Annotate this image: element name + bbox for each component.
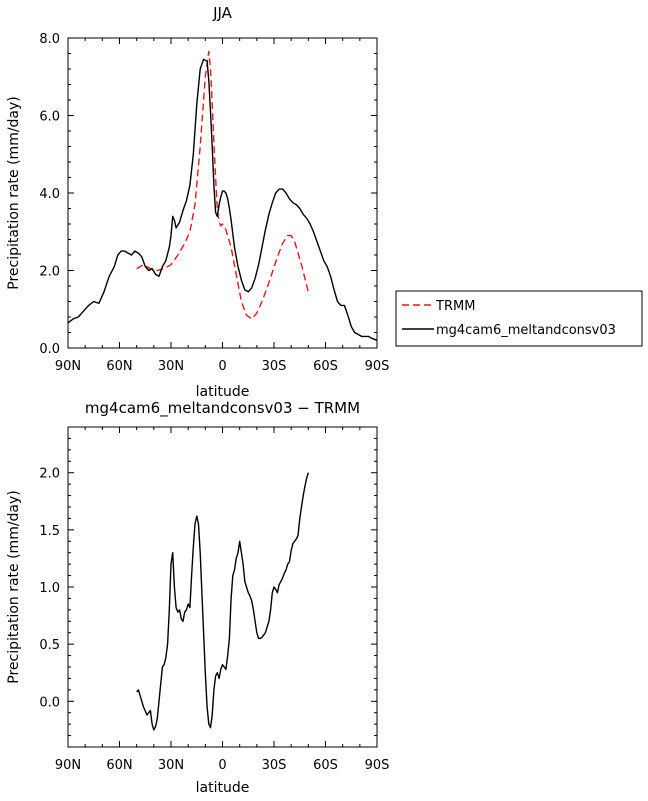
bottom-y-tick-label: 2.0 [39, 467, 60, 482]
bottom-chart-title: mg4cam6_meltandconsv03 − TRMM [85, 399, 360, 418]
legend-label: TRMM [435, 299, 475, 314]
top-x-tick-label: 30S [262, 359, 287, 374]
top-series-line-trmm [136, 50, 309, 320]
top-x-tick-label: 60S [313, 359, 338, 374]
top-x-axis-label: latitude [196, 384, 250, 400]
bottom-series-line-difference [136, 472, 309, 731]
top-x-tick-label: 90N [55, 359, 81, 374]
bottom-y-tick-label: 0.0 [39, 695, 60, 710]
bottom-y-tick-label: 1.5 [39, 524, 60, 539]
top-y-tick-label: 6.0 [39, 110, 60, 125]
top-y-tick-label: 0.0 [39, 342, 60, 357]
top-chart-title: JJA [212, 4, 233, 22]
bottom-y-tick-label: 0.5 [39, 638, 60, 653]
bottom-y-axis-label: Precipitation rate (mm/day) [6, 490, 22, 684]
top-y-axis-label: Precipitation rate (mm/day) [6, 96, 22, 290]
panel-top: 90N 60N 30N 0 30S 60S 90S 0.0 2.0 4.0 6.0 8.0 JJA lat… [6, 4, 389, 400]
top-y-tick-label: 2.0 [39, 265, 60, 280]
top-x-tick-label: 90S [365, 359, 390, 374]
top-x-tick-label: 0 [218, 359, 226, 374]
bottom-x-tick-label: 0 [218, 758, 226, 773]
bottom-x-tick-label: 30N [158, 758, 184, 773]
bottom-x-tick-label: 90S [365, 758, 390, 773]
top-x-tick-label: 60N [106, 359, 132, 374]
legend: TRMM mg4cam6_meltandconsv03 [395, 290, 643, 347]
bottom-x-tick-label: 60N [106, 758, 132, 773]
bottom-plot-frame [67, 426, 378, 748]
top-y-tick-label: 8.0 [39, 32, 60, 47]
top-x-tick-label: 30N [158, 359, 184, 374]
top-y-tick-label: 4.0 [39, 187, 60, 202]
panel-bottom: 90N 60N 30N 0 30S 60S 90S 0.0 0.5 1.0 1.5 2.0 mg4cam… [6, 399, 389, 796]
bottom-x-tick-label: 90N [55, 758, 81, 773]
bottom-x-tick-label: 30S [262, 758, 287, 773]
bottom-x-axis-label: latitude [196, 780, 250, 796]
bottom-x-tick-label: 60S [313, 758, 338, 773]
legend-box [395, 290, 643, 347]
top-series-line-mg4cam6-meltandconsv03 [67, 58, 378, 341]
legend-label: mg4cam6_meltandconsv03 [436, 323, 616, 338]
bottom-y-tick-label: 1.0 [39, 581, 60, 596]
